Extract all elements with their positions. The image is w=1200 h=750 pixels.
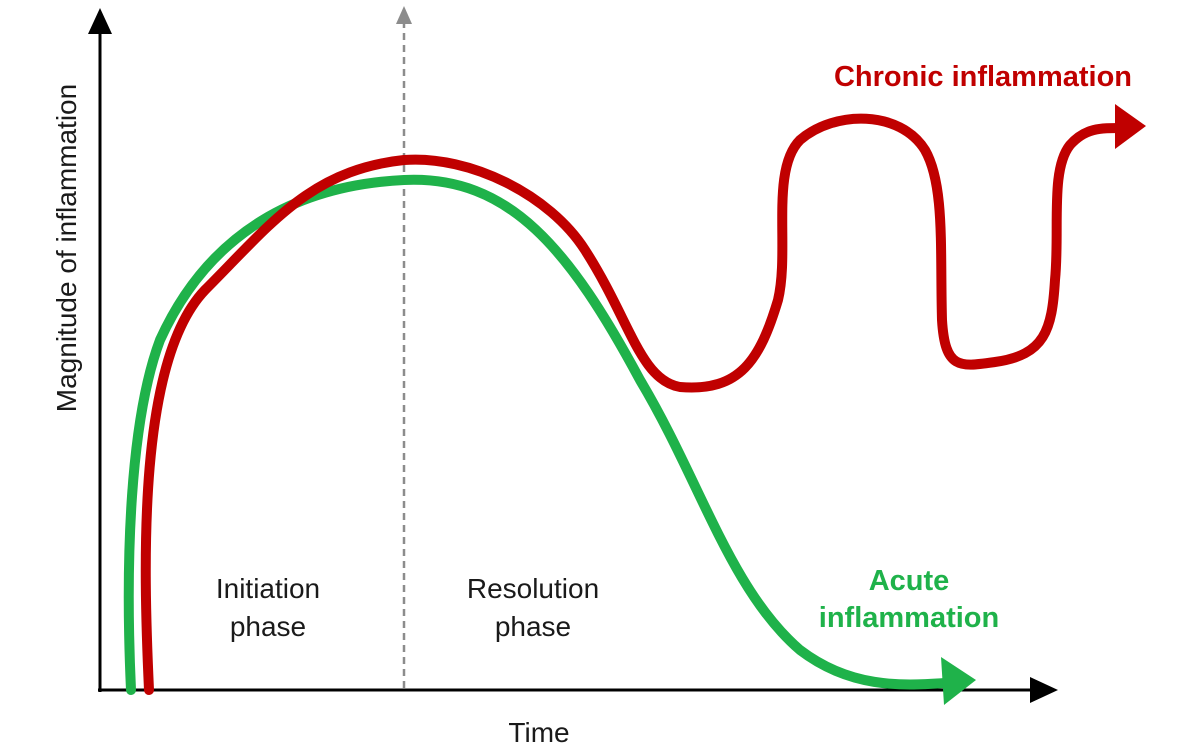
acute-inflammation-label-line1: Acute <box>869 565 950 597</box>
resolution-phase-label-line1: Resolution <box>467 573 599 604</box>
y-axis-arrow-icon <box>88 8 112 34</box>
x-axis-label: Time <box>508 717 569 748</box>
y-axis <box>88 8 112 692</box>
phase-divider-arrow-icon <box>396 6 412 24</box>
initiation-phase-label-line2: phase <box>230 611 306 642</box>
resolution-phase-label-line2: phase <box>495 611 571 642</box>
acute-inflammation-label-line2: inflammation <box>819 602 999 634</box>
acute-inflammation-curve <box>123 174 950 695</box>
acute-arrow-icon <box>941 657 976 705</box>
chronic-inflammation-label: Chronic inflammation <box>834 61 1132 93</box>
x-axis <box>98 677 1058 703</box>
y-axis-label: Magnitude of inflammation <box>51 84 82 412</box>
initiation-phase-label-line1: Initiation <box>216 573 320 604</box>
chronic-arrow-icon <box>1115 104 1146 149</box>
chronic-inflammation-curve <box>140 113 1127 695</box>
x-axis-arrow-icon <box>1030 677 1058 703</box>
phase-divider <box>396 6 412 688</box>
